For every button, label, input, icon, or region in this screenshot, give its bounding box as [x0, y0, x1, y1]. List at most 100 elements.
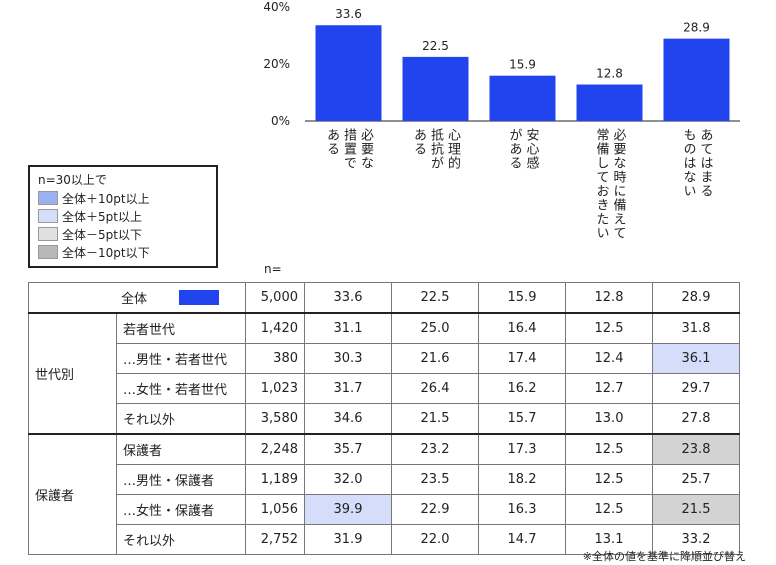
x-tick-label-line: 措置で — [341, 128, 356, 170]
n-value: 2,248 — [245, 433, 305, 465]
value-cell: 21.5 — [652, 494, 740, 525]
x-tick-label: 安心感 がある — [479, 128, 566, 278]
table-row: 世代別 若者世代 1,420 31.1 25.0 16.4 12.5 31.8 — [28, 312, 740, 435]
table-row: …女性・保護者 1,056 39.9 22.9 16.3 12.5 21.5 — [29, 494, 740, 525]
value-cell: 39.9 — [304, 494, 392, 525]
n-value: 1,420 — [245, 312, 305, 344]
row-label: …女性・若者世代 — [116, 373, 246, 404]
legend-item: 全体＋10pt以上 — [38, 189, 208, 207]
group-label: 保護者 — [28, 433, 117, 555]
value-cell: 13.0 — [565, 403, 653, 435]
value-cell: 22.0 — [391, 524, 479, 555]
value-cell: 12.7 — [565, 373, 653, 404]
value-cell: 23.2 — [391, 433, 479, 465]
total-bar-swatch — [179, 290, 220, 305]
bar — [402, 56, 469, 121]
legend: n=30以上で 全体＋10pt以上 全体＋5pt以上 全体－5pt以下 全体－10pt… — [28, 165, 218, 268]
value-cell: 16.4 — [478, 312, 566, 344]
value-cell: 25.0 — [391, 312, 479, 344]
n-value: 5,000 — [245, 282, 305, 314]
legend-label: 全体－10pt以下 — [62, 245, 150, 260]
value-cell: 12.5 — [565, 312, 653, 344]
bar-chart: 40% 20% 0% 33.6 22.5 15.9 12.8 28.9 — [263, 0, 740, 128]
legend-item: 全体－5pt以下 — [38, 225, 208, 243]
value-cell: 21.5 — [391, 403, 479, 435]
table-row: 保護者 保護者 2,248 35.7 23.2 17.3 12.5 23.8 — [28, 433, 740, 555]
value-cell: 21.6 — [391, 343, 479, 374]
value-cell: 17.3 — [478, 433, 566, 465]
y-tick-label: 20% — [263, 57, 290, 71]
value-cell: 32.0 — [304, 464, 392, 495]
y-tick-label: 0% — [271, 114, 290, 128]
x-tick-label-line: ものはない — [680, 128, 696, 198]
data-label: 15.9 — [509, 58, 536, 72]
value-cell: 22.5 — [391, 282, 479, 314]
value-cell: 18.2 — [478, 464, 566, 495]
value-cell: 31.9 — [304, 524, 392, 555]
x-tick-label-line: 必要な — [358, 128, 373, 170]
row-label: …男性・若者世代 — [116, 343, 246, 374]
x-tick-label-line: ある — [324, 128, 339, 156]
row-label: 保護者 — [116, 433, 246, 465]
value-cell: 31.8 — [652, 312, 740, 344]
value-cell: 23.5 — [391, 464, 479, 495]
value-cell: 33.2 — [652, 524, 740, 555]
value-cell: 23.8 — [652, 433, 740, 465]
value-cell: 17.4 — [478, 343, 566, 374]
legend-item: 全体＋5pt以上 — [38, 207, 208, 225]
x-tick-label: あてはまる ものはない — [653, 128, 740, 278]
n-value: 1,056 — [245, 494, 305, 525]
legend-swatch — [38, 191, 58, 205]
value-cell: 31.1 — [304, 312, 392, 344]
row-label: 若者世代 — [116, 312, 246, 344]
x-tick-label-line: あてはまる — [697, 128, 713, 198]
x-tick-label-line: 必要な時に備えて — [610, 128, 626, 240]
value-cell: 12.4 — [565, 343, 653, 374]
value-cell: 12.5 — [565, 494, 653, 525]
value-cell: 22.9 — [391, 494, 479, 525]
data-label: 22.5 — [422, 39, 449, 53]
row-label: 全体 — [121, 292, 148, 307]
legend-label: 全体－5pt以下 — [62, 227, 142, 242]
n-value: 3,580 — [245, 403, 305, 435]
legend-label: 全体＋10pt以上 — [62, 191, 150, 206]
y-tick-label: 40% — [263, 0, 290, 14]
value-cell: 12.5 — [565, 464, 653, 495]
bar — [489, 75, 556, 121]
value-cell: 12.5 — [565, 433, 653, 465]
data-table: 全体 5,000 33.6 22.5 15.9 12.8 28.9 世代別 若者世代 1,420 3… — [28, 282, 740, 555]
value-cell: 31.7 — [304, 373, 392, 404]
legend-swatch — [38, 245, 58, 259]
bar — [315, 25, 382, 122]
table-row: それ以外 3,580 34.6 21.5 15.7 13.0 27.8 — [29, 403, 740, 435]
table-row: …女性・若者世代 1,023 31.7 26.4 16.2 12.7 29.7 — [29, 373, 740, 404]
legend-item: 全体－10pt以下 — [38, 243, 208, 261]
x-tick-label-line: 心理的 — [445, 128, 460, 170]
legend-swatch — [38, 227, 58, 241]
footnote: ※全体の値を基準に降順並び替え — [582, 550, 746, 563]
value-cell: 16.3 — [478, 494, 566, 525]
n-value: 2,752 — [245, 524, 305, 555]
x-tick-label-line: ある — [411, 128, 426, 156]
legend-swatch — [38, 209, 58, 223]
data-label: 33.6 — [335, 7, 362, 21]
n-value: 1,023 — [245, 373, 305, 404]
x-tick-label-line: 安心感 — [523, 128, 539, 170]
n-value: 380 — [245, 343, 305, 374]
value-cell: 27.8 — [652, 403, 740, 435]
bar — [576, 84, 643, 121]
table-row: …男性・保護者 1,189 32.0 23.5 18.2 12.5 25.7 — [29, 464, 740, 495]
data-label: 12.8 — [596, 67, 623, 81]
x-tick-label: 心理的 抵抗が ある — [392, 128, 479, 278]
value-cell: 25.7 — [652, 464, 740, 495]
value-cell: 12.8 — [565, 282, 653, 314]
value-cell: 30.3 — [304, 343, 392, 374]
n-label: n= — [264, 262, 282, 276]
row-label: それ以外 — [116, 403, 246, 435]
value-cell: 15.7 — [478, 403, 566, 435]
row-label: それ以外 — [116, 524, 246, 555]
x-tick-label-line: がある — [506, 128, 522, 170]
value-cell: 15.9 — [478, 282, 566, 314]
group-label: 世代別 — [28, 312, 117, 435]
value-cell: 14.7 — [478, 524, 566, 555]
